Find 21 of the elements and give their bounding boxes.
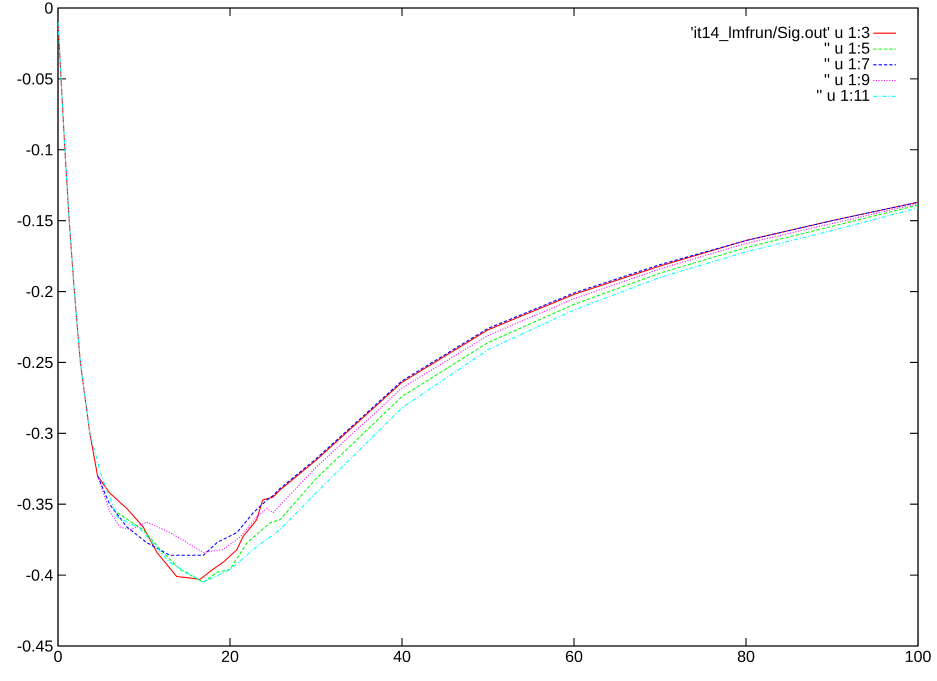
y-tick-label: 0 — [45, 2, 53, 14]
x-tick-label: 100 — [906, 650, 931, 662]
legend-label: '' u 1:7 — [824, 58, 870, 70]
legend-label: '' u 1:5 — [824, 42, 870, 54]
y-tick-label: -0.05 — [18, 73, 53, 85]
y-tick-label: -0.35 — [18, 498, 53, 510]
legend-label: 'it14_lmfrun/Sig.out' u 1:3 — [691, 26, 870, 42]
y-tick-label: -0.4 — [26, 569, 53, 581]
y-tick-label: -0.25 — [18, 356, 53, 368]
y-tick-label: -0.15 — [18, 215, 53, 226]
x-tick-label: 60 — [566, 650, 582, 662]
x-tick-label: 0 — [54, 650, 62, 662]
y-tick-label: -0.45 — [18, 640, 53, 652]
x-tick-label: 40 — [393, 650, 410, 662]
y-tick-label: -0.3 — [26, 428, 53, 439]
x-tick-label: 80 — [738, 650, 754, 662]
legend-label: '' u 1:11 — [817, 90, 870, 101]
x-tick-label: 20 — [222, 650, 238, 662]
y-tick-label: -0.2 — [26, 286, 52, 298]
y-tick-label: -0.1 — [26, 144, 53, 156]
legend-label: '' u 1:9 — [824, 74, 870, 86]
